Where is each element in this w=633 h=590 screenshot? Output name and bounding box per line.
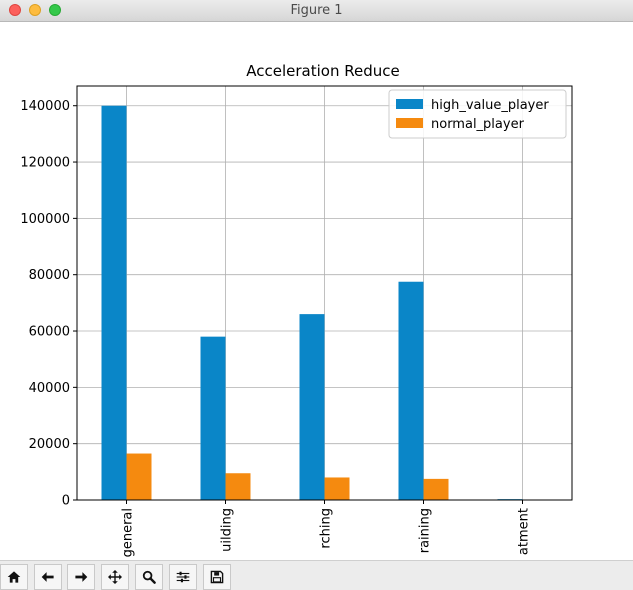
minimize-window-button[interactable]	[29, 4, 41, 16]
legend-box	[388, 89, 567, 139]
back-button[interactable]	[34, 564, 62, 590]
bar-normal_player	[324, 477, 350, 500]
save-icon	[210, 570, 224, 584]
legend-label: high_value_player	[431, 98, 549, 113]
y-tick-label: 20000	[29, 437, 70, 452]
close-window-button[interactable]	[9, 4, 21, 16]
pan-icon	[108, 570, 122, 584]
bar-high_value_player	[101, 105, 127, 500]
forward-button[interactable]	[67, 564, 95, 590]
legend-swatch	[396, 99, 423, 109]
pan-button[interactable]	[101, 564, 129, 590]
chart-title: Acceleration Reduce	[246, 62, 399, 80]
bar-high_value_player	[200, 336, 226, 500]
x-tick-label: uilding	[220, 508, 235, 552]
bar-normal_player	[126, 453, 152, 500]
y-tick-label: 100000	[20, 212, 70, 227]
legend: high_value_player normal_player	[388, 89, 567, 139]
x-tick-label: rching	[319, 508, 334, 549]
save-button[interactable]	[203, 564, 231, 590]
subplots-button[interactable]	[169, 564, 197, 590]
x-tick-label: atment	[517, 508, 532, 555]
zoom-button[interactable]	[135, 564, 163, 590]
bar-normal_player	[423, 478, 449, 500]
window-titlebar: Figure 1	[0, 0, 633, 22]
bar-normal_player	[225, 473, 251, 500]
bar-high_value_player	[299, 314, 325, 500]
x-tick-label: general	[121, 508, 136, 557]
bar-chart: 0 20000 40000 60000 80000 100000 120000 140000 g…	[20, 62, 573, 557]
y-tick-label: 60000	[29, 325, 70, 340]
zoom-window-button[interactable]	[49, 4, 61, 16]
back-arrow-icon	[41, 572, 54, 582]
y-tick-label: 80000	[29, 268, 70, 283]
y-tick-label: 40000	[29, 381, 70, 396]
x-tick-label: raining	[418, 508, 433, 553]
zoom-icon	[142, 570, 156, 584]
y-tick-label: 120000	[20, 156, 70, 171]
figure-toolbar	[0, 560, 633, 590]
window-title: Figure 1	[290, 3, 343, 18]
y-tick-label: 140000	[20, 99, 70, 114]
forward-arrow-icon	[75, 572, 88, 582]
home-button[interactable]	[0, 564, 28, 590]
home-icon	[7, 571, 21, 583]
legend-label: normal_player	[431, 117, 525, 132]
y-tick-label: 0	[62, 494, 70, 509]
legend-swatch	[396, 118, 423, 128]
subplots-icon	[176, 571, 190, 583]
bar-high_value_player	[398, 281, 424, 500]
plot-frame	[76, 85, 573, 501]
